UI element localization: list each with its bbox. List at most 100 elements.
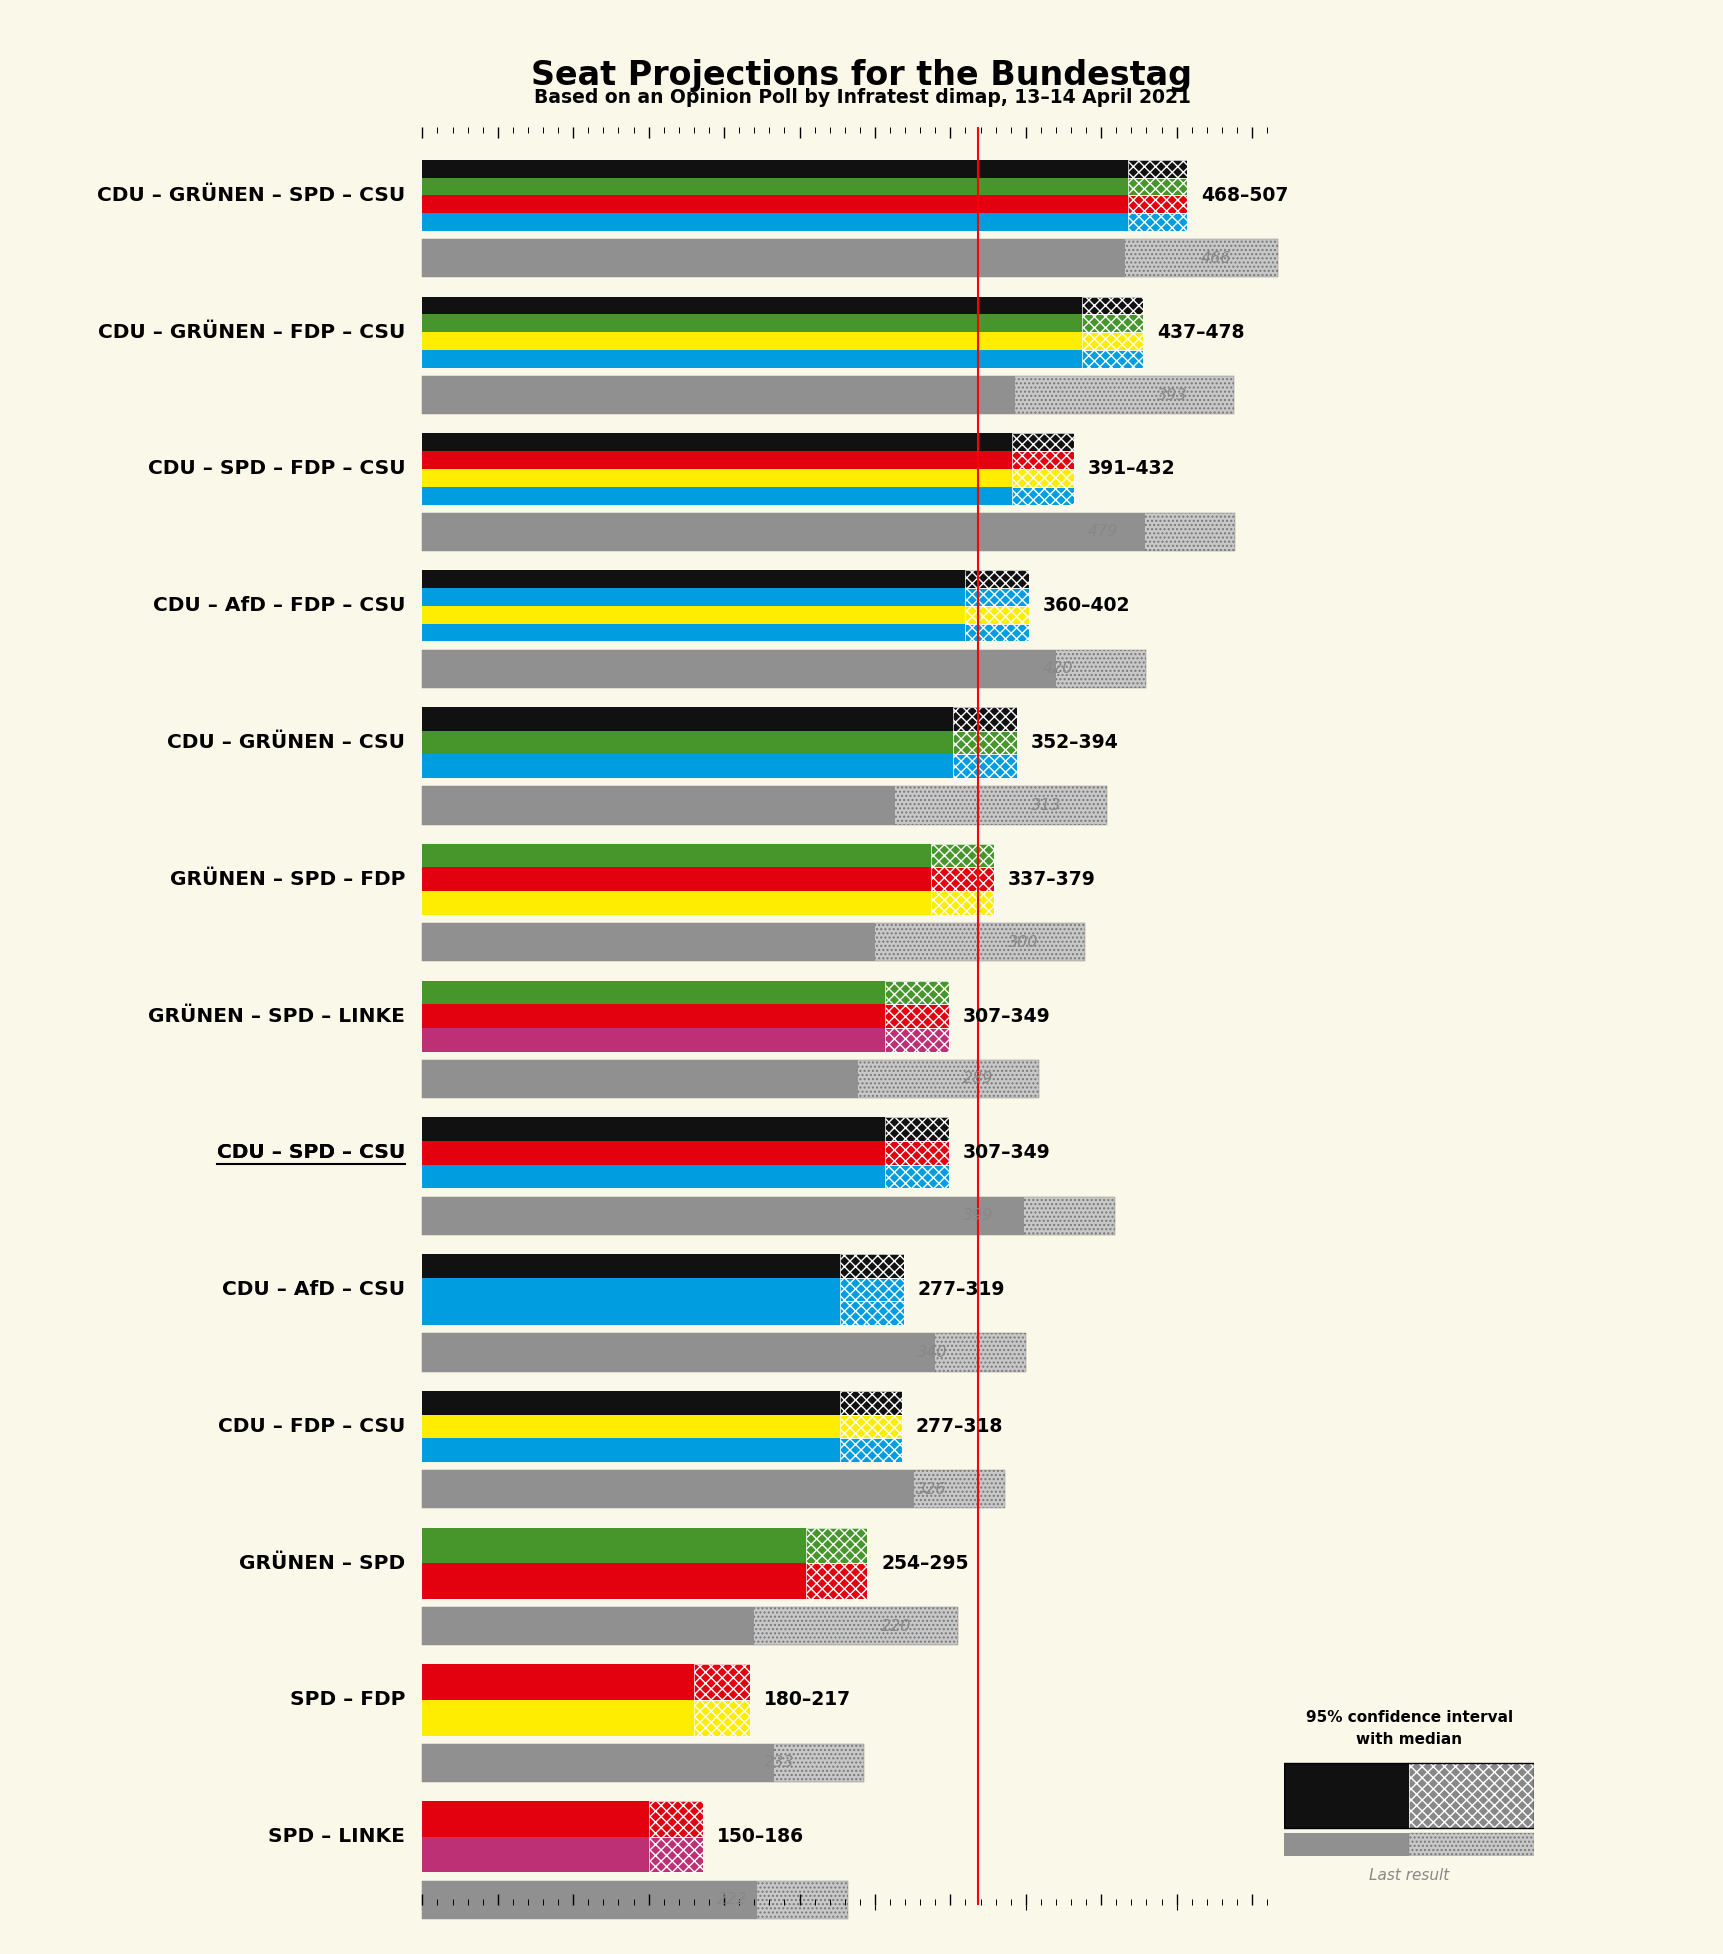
Text: GRÜNEN – SPD – FDP: GRÜNEN – SPD – FDP	[169, 870, 405, 889]
Bar	[953, 754, 1017, 778]
Text: Based on an Opinion Poll by Infratest dimap, 13–14 April 2021: Based on an Opinion Poll by Infratest di…	[532, 88, 1191, 107]
Bar	[1284, 1833, 1409, 1856]
Bar	[422, 1059, 1039, 1098]
Bar	[422, 1059, 858, 1098]
Bar	[422, 1196, 1115, 1235]
Bar	[839, 1438, 901, 1462]
Text: 326: 326	[915, 1481, 946, 1497]
Bar	[886, 1028, 948, 1051]
Text: 393: 393	[1156, 387, 1187, 403]
Bar	[886, 981, 948, 1004]
Text: 289: 289	[961, 1071, 992, 1086]
Bar	[1284, 1763, 1409, 1827]
Bar	[953, 731, 1017, 754]
Text: 340: 340	[917, 1344, 948, 1360]
Bar	[965, 588, 1029, 606]
Bar	[839, 1438, 901, 1462]
Text: SPD – FDP: SPD – FDP	[289, 1690, 405, 1710]
Bar	[422, 1528, 805, 1563]
Bar	[422, 315, 1080, 332]
Bar	[422, 1391, 839, 1415]
Bar	[422, 469, 1011, 487]
Bar	[1011, 487, 1073, 504]
Bar	[886, 1004, 948, 1028]
Bar	[422, 1301, 839, 1325]
Bar	[965, 588, 1029, 606]
Bar	[422, 195, 1129, 213]
Bar	[422, 649, 1056, 688]
Bar	[422, 922, 1084, 961]
Bar	[422, 1438, 839, 1462]
Bar	[422, 1333, 1025, 1372]
Bar	[953, 754, 1017, 778]
Bar	[422, 238, 1277, 277]
Bar	[422, 375, 1234, 414]
Bar	[886, 981, 948, 1004]
Text: GRÜNEN – SPD – LINKE: GRÜNEN – SPD – LINKE	[148, 1006, 405, 1026]
Text: 399: 399	[961, 1208, 992, 1223]
Bar	[422, 1196, 1023, 1235]
Bar	[422, 1028, 886, 1051]
Bar	[422, 1743, 863, 1782]
Bar	[1129, 195, 1187, 213]
Bar	[422, 1165, 886, 1188]
Bar	[1080, 315, 1142, 332]
Bar	[422, 786, 894, 825]
Bar	[422, 160, 1129, 178]
Bar	[1129, 178, 1187, 195]
Bar	[422, 487, 1011, 504]
Bar	[694, 1665, 750, 1700]
Bar	[1080, 315, 1142, 332]
Bar	[422, 1700, 694, 1735]
Text: Last result: Last result	[1368, 1868, 1449, 1884]
Bar	[422, 1606, 755, 1645]
Bar	[422, 512, 1235, 551]
Bar	[1011, 469, 1073, 487]
Bar	[694, 1700, 750, 1735]
Bar	[886, 1141, 948, 1165]
Text: 466: 466	[1201, 250, 1230, 266]
Bar	[422, 844, 930, 868]
Bar	[953, 707, 1017, 731]
Bar	[839, 1278, 903, 1301]
Bar	[422, 178, 1129, 195]
Text: 222: 222	[717, 1891, 746, 1907]
Bar	[422, 1837, 648, 1872]
Bar	[422, 1278, 839, 1301]
Bar	[422, 1141, 886, 1165]
Text: 420: 420	[1042, 660, 1072, 676]
Text: CDU – GRÜNEN – SPD – CSU: CDU – GRÜNEN – SPD – CSU	[96, 186, 405, 205]
Bar	[422, 786, 1106, 825]
Text: 307–349: 307–349	[961, 1143, 1049, 1163]
Bar	[1011, 451, 1073, 469]
Bar	[422, 1333, 1025, 1372]
Bar	[422, 1743, 863, 1782]
Bar	[648, 1802, 703, 1837]
Text: CDU – SPD – CSU: CDU – SPD – CSU	[217, 1143, 405, 1163]
Bar	[422, 350, 1080, 367]
Bar	[422, 1880, 848, 1919]
Bar	[422, 891, 930, 914]
Text: 220: 220	[880, 1618, 911, 1634]
Bar	[1409, 1763, 1533, 1827]
Bar	[422, 868, 930, 891]
Bar	[886, 1004, 948, 1028]
Bar	[422, 1880, 756, 1919]
Text: 277–318: 277–318	[915, 1417, 1003, 1436]
Bar	[1011, 451, 1073, 469]
Bar	[422, 1333, 936, 1372]
Bar	[965, 606, 1029, 623]
Bar	[930, 844, 994, 868]
Bar	[422, 213, 1129, 231]
Bar	[422, 1469, 913, 1508]
Bar	[422, 623, 965, 641]
Bar	[422, 1606, 958, 1645]
Bar	[839, 1301, 903, 1325]
Bar	[422, 571, 965, 588]
Text: 437–478: 437–478	[1156, 322, 1244, 342]
Text: 352–394: 352–394	[1030, 733, 1118, 752]
Bar	[422, 754, 953, 778]
Bar	[930, 868, 994, 891]
Bar	[422, 1880, 848, 1919]
Bar	[1129, 195, 1187, 213]
